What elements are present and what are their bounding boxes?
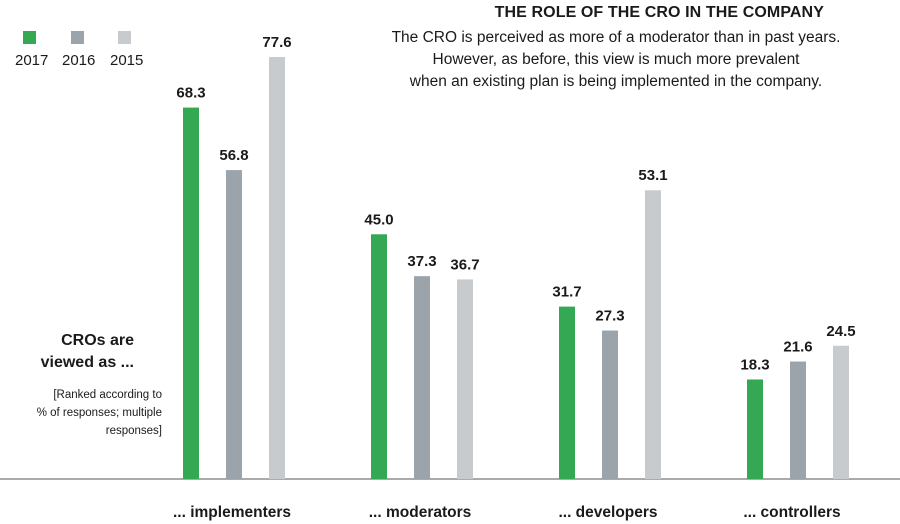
legend-label-2017: 2017: [15, 52, 49, 69]
data-label: 53.1: [638, 167, 667, 184]
bar-2017-2: [559, 306, 575, 479]
category-label: ... moderators: [369, 504, 472, 521]
side-title-line: CROs are: [61, 332, 134, 349]
data-label: 24.5: [826, 323, 855, 340]
subtitle-line: However, as before, this view is much mo…: [432, 51, 800, 68]
data-label: 31.7: [552, 284, 581, 301]
bar-2017-1: [371, 234, 387, 479]
data-label: 36.7: [450, 256, 479, 273]
bar-2017-0: [183, 107, 199, 480]
bar-2015-1: [457, 279, 473, 479]
data-label: 77.6: [262, 34, 291, 51]
legend-label-2015: 2015: [110, 52, 144, 69]
data-label: 27.3: [595, 308, 624, 325]
chart-subtitle: The CRO is perceived as more of a modera…: [356, 27, 876, 93]
bar-2017-3: [747, 379, 763, 479]
subtitle-line: The CRO is perceived as more of a modera…: [391, 29, 841, 46]
bar-2015-2: [645, 190, 661, 479]
legend-label-2016: 2016: [62, 52, 96, 69]
legend-swatch-2017: [23, 31, 36, 44]
data-label: 21.6: [783, 339, 812, 356]
bar-2015-3: [833, 345, 849, 479]
bar-2016-3: [790, 361, 806, 479]
bar-2015-0: [269, 57, 285, 479]
side-note: [Ranked according to % of responses; mul…: [0, 386, 162, 440]
data-label: 68.3: [176, 85, 205, 102]
side-title-line: viewed as ...: [40, 354, 134, 371]
data-label: 45.0: [364, 211, 393, 228]
legend-swatch-2016: [71, 31, 84, 44]
bar-2016-0: [226, 170, 242, 479]
category-label: ... implementers: [173, 504, 291, 521]
legend-swatch-2015: [118, 31, 131, 44]
side-title: CROs are viewed as ...: [0, 330, 134, 374]
chart-title: THE ROLE OF THE CRO IN THE COMPANY: [494, 4, 824, 21]
bar-2016-2: [602, 330, 618, 479]
subtitle-line: when an existing plan is being implement…: [409, 73, 823, 90]
side-note-line: responses]: [105, 425, 162, 437]
category-label: ... controllers: [743, 504, 840, 521]
side-note-line: [Ranked according to: [53, 389, 162, 401]
bar-2016-1: [414, 276, 430, 479]
category-label: ... developers: [558, 504, 657, 521]
side-note-line: % of responses; multiple: [36, 407, 162, 419]
data-label: 56.8: [219, 147, 248, 164]
data-label: 37.3: [407, 253, 436, 270]
data-label: 18.3: [740, 356, 769, 373]
